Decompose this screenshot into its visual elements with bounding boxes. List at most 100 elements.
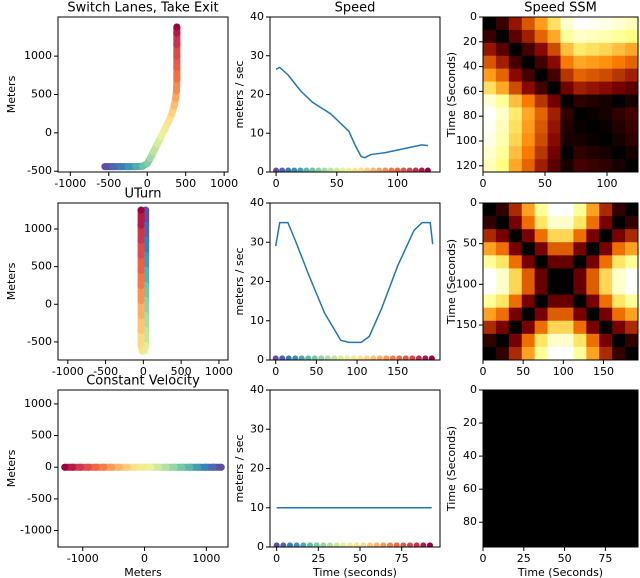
ssm-cell [560, 281, 575, 296]
time-marker [337, 355, 344, 360]
ssm-cell [495, 133, 510, 147]
time-marker [396, 355, 403, 360]
time-marker [300, 542, 307, 547]
ssm-cell [534, 333, 549, 348]
ssm-cell [483, 68, 497, 83]
ssm-cell [612, 281, 626, 296]
ssm-cell [599, 146, 613, 160]
ssm-cell [508, 255, 523, 270]
ssm-cell [547, 120, 562, 134]
y-tick-label: 10 [250, 314, 264, 327]
ssm-cell [599, 255, 613, 270]
ssm-cell [534, 390, 562, 417]
ssm-cell [560, 42, 575, 57]
y-tick-label: 80 [463, 515, 477, 528]
ssm-cell [508, 203, 523, 217]
time-marker [273, 167, 280, 172]
speed-line [274, 221, 434, 344]
ssm-cell [560, 146, 575, 160]
ssm-cell [508, 133, 523, 147]
y-axis-label: Meters [5, 262, 18, 300]
ssm-cell [483, 442, 510, 470]
y-tick-label: 1000 [24, 222, 52, 235]
time-marker [420, 542, 427, 547]
ssm-cell [560, 307, 575, 322]
time-marker [327, 167, 334, 172]
time-marker [287, 542, 293, 547]
y-axis-label: meters / sec [233, 434, 246, 502]
trajectory-point [84, 463, 92, 471]
time-marker [315, 167, 322, 172]
ssm-cell [508, 55, 523, 70]
ssm-cell [573, 242, 587, 256]
y-tick-label: 40 [463, 449, 477, 462]
x-tick-label: 0 [273, 177, 280, 190]
ssm-cell [534, 68, 549, 83]
ssm-cell [495, 107, 510, 121]
time-marker [358, 167, 365, 172]
trajectory-point [131, 463, 139, 471]
time-marker [376, 167, 383, 172]
ssm-cell [599, 307, 613, 322]
trajectory-point [132, 163, 140, 171]
ssm-cell [483, 216, 497, 230]
ssm-cell [573, 17, 587, 31]
ssm-cell [521, 133, 536, 147]
ssm-cell [625, 68, 638, 83]
trajectory-point [92, 463, 100, 471]
ssm-cell [599, 120, 613, 134]
ssm-cell [547, 281, 562, 296]
x-tick-label: 0 [273, 552, 280, 565]
trajectory-point [147, 463, 155, 471]
y-tick-label: 500 [31, 88, 52, 101]
ssm-cell [508, 333, 523, 348]
trajectory-point [137, 342, 145, 350]
ssm-cell [521, 94, 536, 109]
ssm-cell [483, 294, 497, 309]
ssm-cell [586, 333, 600, 348]
time-marker [352, 167, 358, 172]
ssm-cell [534, 268, 549, 283]
ssm-cell [508, 281, 523, 296]
ssm-cell [547, 229, 562, 243]
ssm-cell [586, 268, 600, 283]
ssm-cell [483, 81, 497, 96]
ssm-cell [625, 120, 638, 134]
ssm-cell [547, 255, 562, 270]
y-tick-label: 150 [456, 318, 477, 331]
time-marker [427, 542, 433, 547]
trajectory-point [137, 221, 145, 229]
plot-area [483, 390, 638, 547]
trajectory-point [165, 117, 173, 125]
time-marker [340, 542, 347, 547]
x-tick-label: 50 [309, 365, 323, 378]
time-marker [370, 355, 377, 360]
ssm-cell [495, 346, 510, 360]
trajectory-point [137, 297, 145, 305]
ssm-cell [547, 146, 562, 160]
y-tick-label: 500 [31, 429, 52, 442]
ssm-cell [495, 55, 510, 70]
ssm-cell [547, 94, 562, 109]
ssm-cell [508, 29, 523, 44]
ssm-cell [625, 29, 638, 44]
ssm-cell [534, 29, 549, 44]
trajectory-point [173, 41, 181, 49]
time-marker [273, 542, 280, 547]
trajectory-point [170, 102, 178, 110]
trajectory-point [143, 160, 151, 168]
ssm-cell [521, 68, 536, 83]
ssm-cell [534, 255, 549, 270]
ssm-cell [495, 255, 510, 270]
ssm-cell [560, 468, 587, 496]
x-tick-label: 100 [387, 177, 408, 190]
trajectory-point [138, 347, 146, 355]
ssm-cell [534, 159, 549, 172]
time-marker [331, 355, 338, 360]
ssm-cell [612, 216, 626, 230]
ssm-cell [586, 68, 600, 83]
time-marker [291, 167, 298, 172]
ssm-cell [573, 120, 587, 134]
ssm-cell [521, 281, 536, 296]
ssm-cell [521, 216, 536, 230]
